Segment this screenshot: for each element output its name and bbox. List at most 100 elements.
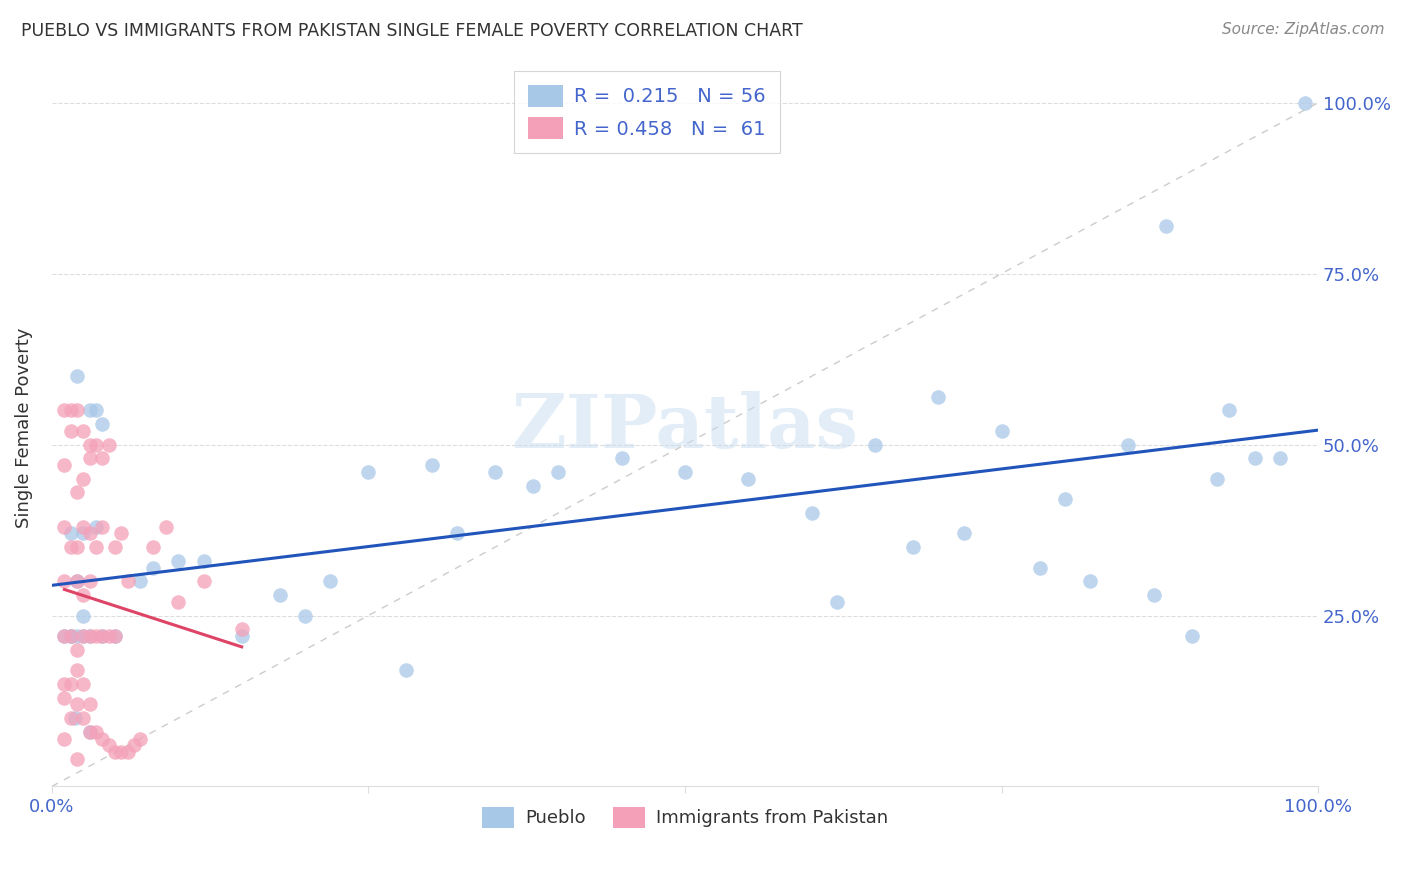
Point: [737, 472, 759, 486]
Point: [53, 690, 76, 705]
Point: [901, 540, 924, 554]
Point: [72, 424, 94, 438]
Point: [91, 629, 114, 643]
Point: [79, 724, 101, 739]
Point: [63, 711, 86, 725]
Y-axis label: Single Female Poverty: Single Female Poverty: [15, 327, 32, 528]
Point: [1180, 629, 1202, 643]
Point: [59, 629, 82, 643]
Point: [72, 519, 94, 533]
Point: [59, 540, 82, 554]
Point: [193, 554, 215, 568]
Point: [1053, 492, 1076, 507]
Point: [59, 424, 82, 438]
Point: [547, 465, 569, 479]
Point: [97, 437, 120, 451]
Point: [66, 403, 89, 417]
Point: [269, 588, 291, 602]
Point: [84, 629, 107, 643]
Point: [1243, 451, 1265, 466]
Point: [1268, 451, 1291, 466]
Point: [59, 711, 82, 725]
Point: [79, 724, 101, 739]
Point: [79, 629, 101, 643]
Point: [84, 519, 107, 533]
Point: [446, 526, 468, 541]
Point: [129, 574, 152, 589]
Point: [231, 629, 253, 643]
Point: [231, 622, 253, 636]
Point: [66, 752, 89, 766]
Point: [129, 731, 152, 746]
Point: [79, 451, 101, 466]
Point: [155, 519, 177, 533]
Point: [610, 451, 633, 466]
Point: [53, 677, 76, 691]
Point: [122, 739, 145, 753]
Point: [53, 519, 76, 533]
Point: [1154, 219, 1177, 233]
Point: [66, 574, 89, 589]
Point: [395, 663, 418, 677]
Point: [79, 574, 101, 589]
Point: [79, 629, 101, 643]
Text: PUEBLO VS IMMIGRANTS FROM PAKISTAN SINGLE FEMALE POVERTY CORRELATION CHART: PUEBLO VS IMMIGRANTS FROM PAKISTAN SINGL…: [21, 22, 803, 40]
Point: [53, 629, 76, 643]
Point: [522, 478, 544, 492]
Point: [167, 595, 190, 609]
Point: [357, 465, 380, 479]
Point: [91, 451, 114, 466]
Point: [66, 663, 89, 677]
Point: [59, 526, 82, 541]
Point: [72, 472, 94, 486]
Point: [53, 403, 76, 417]
Point: [117, 574, 139, 589]
Point: [1028, 560, 1050, 574]
Point: [1142, 588, 1164, 602]
Point: [72, 526, 94, 541]
Point: [142, 540, 165, 554]
Point: [72, 629, 94, 643]
Point: [79, 437, 101, 451]
Point: [91, 417, 114, 431]
Point: [72, 588, 94, 602]
Point: [91, 519, 114, 533]
Point: [72, 629, 94, 643]
Legend: Pueblo, Immigrants from Pakistan: Pueblo, Immigrants from Pakistan: [474, 799, 896, 835]
Point: [72, 711, 94, 725]
Point: [952, 526, 974, 541]
Point: [72, 677, 94, 691]
Point: [59, 629, 82, 643]
Point: [59, 677, 82, 691]
Point: [104, 629, 127, 643]
Point: [97, 629, 120, 643]
Point: [484, 465, 506, 479]
Point: [53, 574, 76, 589]
Point: [79, 526, 101, 541]
Point: [319, 574, 342, 589]
Point: [1295, 95, 1317, 110]
Point: [863, 437, 886, 451]
Point: [142, 560, 165, 574]
Point: [110, 745, 132, 759]
Point: [97, 739, 120, 753]
Text: Source: ZipAtlas.com: Source: ZipAtlas.com: [1222, 22, 1385, 37]
Point: [104, 745, 127, 759]
Point: [66, 485, 89, 500]
Point: [167, 554, 190, 568]
Point: [59, 403, 82, 417]
Point: [117, 745, 139, 759]
Point: [53, 629, 76, 643]
Point: [91, 629, 114, 643]
Point: [825, 595, 848, 609]
Point: [84, 403, 107, 417]
Point: [84, 540, 107, 554]
Point: [53, 458, 76, 472]
Point: [84, 437, 107, 451]
Point: [420, 458, 443, 472]
Point: [1078, 574, 1101, 589]
Point: [927, 390, 949, 404]
Point: [1205, 472, 1227, 486]
Point: [193, 574, 215, 589]
Point: [66, 629, 89, 643]
